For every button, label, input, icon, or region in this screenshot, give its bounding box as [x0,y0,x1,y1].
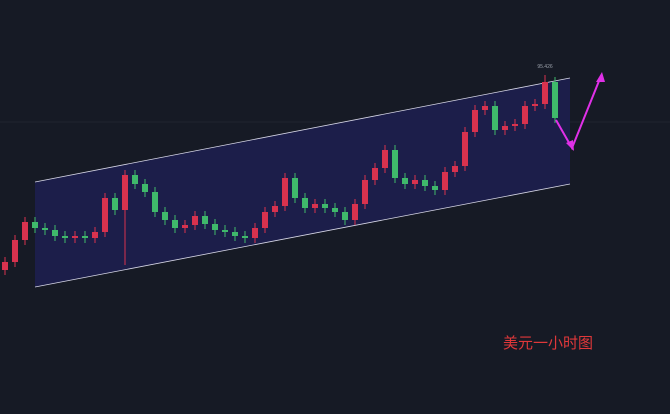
candle-body [432,186,438,190]
candle-body [392,150,398,178]
candle-body [52,230,58,236]
candle-body [142,184,148,192]
candle-body [342,212,348,220]
candle-body [82,236,88,238]
candle-body [212,224,218,230]
candle-body [412,180,418,184]
candles [2,75,558,275]
candle-body [12,240,18,262]
candle-body [112,198,118,210]
candle-body [362,180,368,204]
candle-body [282,178,288,206]
channel-fill [35,78,570,287]
candle-body [22,222,28,240]
candle-body [132,175,138,184]
candle-body [122,175,128,210]
candle-body [532,104,538,106]
candle-body [482,106,488,110]
candle-body [232,232,238,236]
candle-body [202,216,208,224]
channel-upper [34,77,571,183]
candle-body [542,82,548,104]
candle-body [42,228,48,230]
channel-lower [34,183,571,288]
candle-body [32,222,38,228]
candle-body [262,212,268,228]
arrow-head [566,140,574,151]
candle-body [72,236,78,238]
candle-body [462,132,468,166]
candle-body [512,124,518,126]
candle-body [192,216,198,225]
candle-body [172,220,178,228]
candle-body [352,204,358,220]
candle-body [322,204,328,208]
caption: 美元一小时图 [503,334,593,352]
candle-body [402,178,408,184]
candle-body [332,208,338,212]
candle-body [442,172,448,190]
candle-body [62,236,68,238]
candle-body [292,178,298,198]
candle-body [92,232,98,238]
candle-body [272,206,278,212]
candle-body [472,110,478,132]
candle-body [312,204,318,208]
candle-body [382,150,388,168]
candle-body [552,82,558,118]
arrow-head [596,72,605,82]
candle-body [182,225,188,228]
candle-body [162,212,168,220]
candle-body [492,106,498,130]
candle-body [102,198,108,232]
candle-body [252,228,258,238]
candle-body [372,168,378,180]
candle-body [422,180,428,186]
high-label: 95.426 [537,64,553,70]
candle-body [452,166,458,172]
candle-body [222,230,228,232]
candle-body [522,106,528,124]
candle-body [302,198,308,208]
candle-body [502,126,508,130]
candle-body [2,262,8,270]
candle-body [152,192,158,212]
candle-body [242,236,248,238]
